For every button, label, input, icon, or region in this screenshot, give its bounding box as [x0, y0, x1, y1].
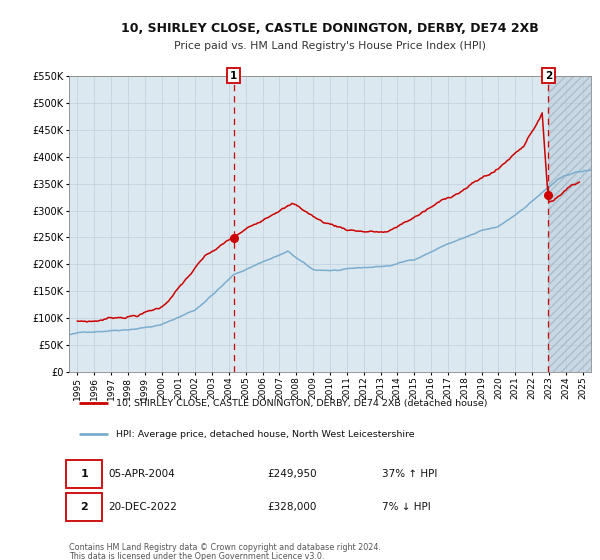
Bar [548, 76, 591, 372]
Text: £249,950: £249,950 [268, 469, 317, 479]
Text: 1: 1 [80, 469, 88, 479]
Text: 37% ↑ HPI: 37% ↑ HPI [382, 469, 437, 479]
FancyBboxPatch shape [67, 460, 102, 488]
Bar [548, 76, 591, 372]
Text: 7% ↓ HPI: 7% ↓ HPI [382, 502, 431, 512]
FancyBboxPatch shape [67, 493, 102, 521]
Text: 2: 2 [545, 71, 552, 81]
Text: Price paid vs. HM Land Registry's House Price Index (HPI): Price paid vs. HM Land Registry's House … [174, 41, 486, 51]
Text: 1: 1 [230, 71, 237, 81]
Text: 10, SHIRLEY CLOSE, CASTLE DONINGTON, DERBY, DE74 2XB: 10, SHIRLEY CLOSE, CASTLE DONINGTON, DER… [121, 21, 539, 35]
Text: This data is licensed under the Open Government Licence v3.0.: This data is licensed under the Open Gov… [69, 552, 325, 560]
Text: 05-APR-2004: 05-APR-2004 [108, 469, 175, 479]
Text: HPI: Average price, detached house, North West Leicestershire: HPI: Average price, detached house, Nort… [116, 430, 415, 439]
Text: £328,000: £328,000 [268, 502, 317, 512]
Text: 10, SHIRLEY CLOSE, CASTLE DONINGTON, DERBY, DE74 2XB (detached house): 10, SHIRLEY CLOSE, CASTLE DONINGTON, DER… [116, 399, 487, 408]
Text: Contains HM Land Registry data © Crown copyright and database right 2024.: Contains HM Land Registry data © Crown c… [69, 543, 381, 552]
Text: 2: 2 [80, 502, 88, 512]
Text: 20-DEC-2022: 20-DEC-2022 [108, 502, 177, 512]
